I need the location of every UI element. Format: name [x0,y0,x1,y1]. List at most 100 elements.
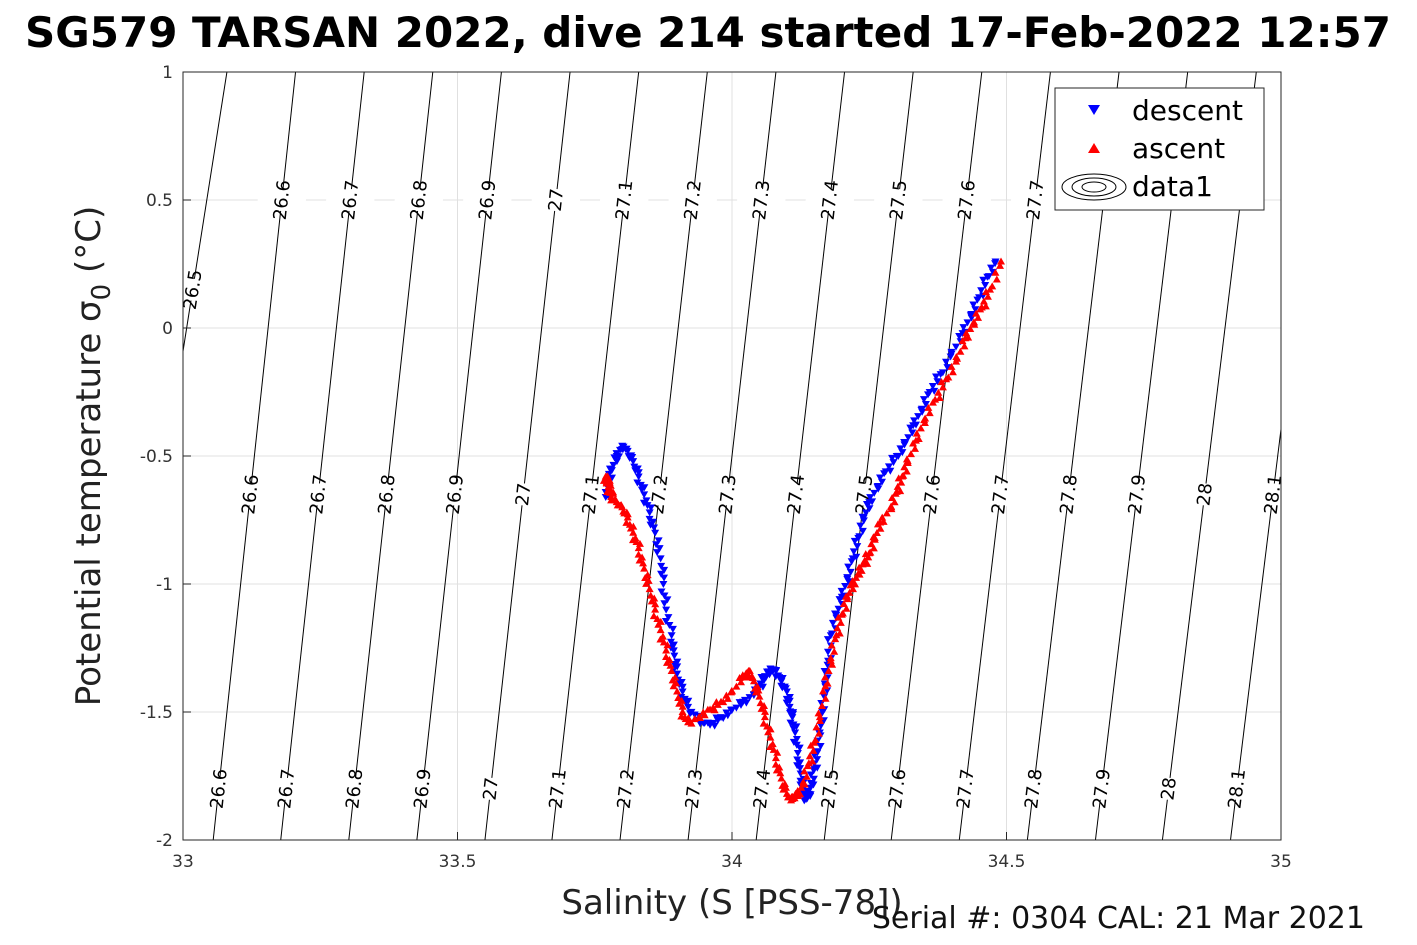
descent-point [627,452,636,460]
ascent-point [645,585,654,593]
descent-point [604,470,613,478]
ascent-point [882,509,891,517]
descent-point [659,581,668,588]
descent-point [607,467,616,475]
descent-point [816,722,825,730]
ascent-point [619,507,628,515]
ascent-point [906,450,915,458]
y-tick-label: 1 [162,63,173,83]
descent-point [928,383,937,391]
contour-label-bg [1076,775,1127,803]
contour-label-bg [941,186,992,214]
contour-label-bg [702,480,753,509]
ascent-point [771,760,780,768]
contour-label-bg [668,775,720,803]
ascent-point [662,653,671,661]
ascent-point [678,708,687,715]
contour-label-bg [1247,480,1281,509]
descent-point [977,287,986,295]
contour-label: 27.2 [681,179,706,221]
contour-label-bg [530,186,581,214]
ascent-point [912,429,921,437]
ascent-point [976,305,985,313]
contour-label: 27.2 [614,768,639,810]
contour-label: 26.7 [338,179,363,221]
contour-label-bg [906,480,958,509]
ascent-point [649,612,658,620]
ascent-point [843,595,852,603]
descent-point [856,522,865,530]
descent-point [673,670,682,678]
contour-label-bg [1211,774,1262,803]
descent-point [809,775,818,783]
descent-point [951,343,960,351]
ascent-point [815,713,824,721]
ascent-point [821,694,830,702]
ascent-point [759,719,768,727]
descent-point [858,527,867,535]
legend-contour-icon [1061,173,1127,201]
descent-point [923,391,932,399]
ascent-point [782,789,791,797]
descent-point [932,373,941,381]
descent-point [844,578,853,586]
contour-label-bg [599,186,650,214]
descent-point [640,491,649,499]
x-tick-label: 35 [1270,852,1292,872]
x-tick-label: 34 [721,852,743,872]
descent-point [865,505,874,513]
ascent-point [911,444,920,452]
descent-point [660,600,669,608]
descent-point [732,704,741,712]
contour-label: 27.6 [885,768,911,810]
descent-point [853,543,862,551]
x-axis-label: Salinity (S [PSS-78]) [561,883,902,923]
y-axis-label-main: Potential temperature σ [69,300,109,706]
descent-point [823,636,832,644]
ascent-point [952,357,961,365]
contour-label: 27.4 [784,473,809,515]
contour-label-bg [256,186,307,214]
ascent-point [646,591,655,599]
contour-label: 26.7 [306,473,331,515]
contour-label: 27.3 [749,179,774,221]
contour-label-bg [193,775,244,803]
descent-point [918,408,927,416]
y-tick-label: 0 [162,319,173,339]
ascent-point [634,550,643,558]
contour-label-bg [325,186,376,214]
descent-point [687,708,696,716]
descent-point [896,445,905,453]
ascent-point [667,667,676,675]
descent-point [792,735,801,743]
ascent-point [855,570,864,578]
ascent-point [858,560,867,568]
descent-point [936,371,945,379]
ascent-point [700,711,709,719]
ascent-point [935,393,944,401]
descent-point [816,742,825,750]
descent-point [723,712,732,720]
descent-point [946,353,955,361]
contour-label: 27.8 [1021,768,1047,810]
ascent-point [974,313,983,321]
y-axis-label: Potential temperature σ0 (°C) [69,206,117,706]
contour-label-bg [736,775,788,803]
ascent-point [948,368,957,376]
contour-group: 26.5 26.6 26.6 26.6 26.7 26.7 26.7 26.8 26.8 26.8… [183,72,1281,840]
descent-point [793,756,802,764]
descent-point [861,509,870,517]
ascent-point [753,682,762,690]
descent-point [914,413,923,421]
descent-point [991,260,1000,268]
contour-label: 26.8 [407,179,432,221]
ascent-point [812,723,821,731]
ascent-point [771,754,780,762]
contour-label: 27 [545,188,568,213]
ascent-point [983,292,992,300]
descent-point [667,632,676,640]
contour-label-bg [940,775,991,803]
ascent-point [780,780,789,788]
contour-label: 26.8 [342,768,367,810]
contour-label: 27.7 [953,768,979,810]
